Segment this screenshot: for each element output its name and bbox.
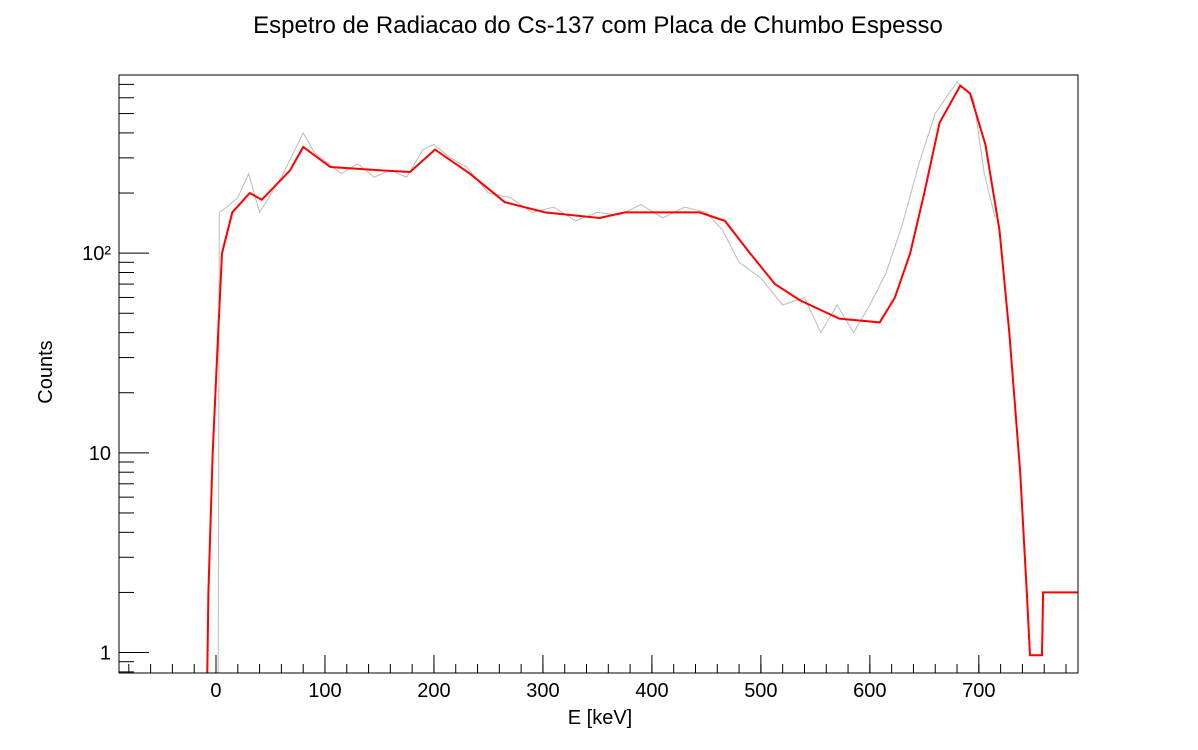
x-tick-label: 500 xyxy=(744,680,777,702)
y-tick-label: 10 xyxy=(89,443,111,465)
series-line xyxy=(206,84,1078,673)
x-tick-label: 200 xyxy=(417,680,450,702)
y-tick-label: 10² xyxy=(82,243,111,265)
y-tick-label: 1 xyxy=(100,643,111,665)
x-tick-label: 300 xyxy=(526,680,559,702)
chart-title: Espetro de Radiacao do Cs-137 com Placa … xyxy=(253,12,943,39)
x-tick-label: 0 xyxy=(210,680,221,702)
x-tick-label: 700 xyxy=(962,680,995,702)
y-axis-label: Counts xyxy=(35,340,57,403)
x-axis-label: E [keV] xyxy=(568,707,632,729)
x-tick-label: 600 xyxy=(853,680,886,702)
x-tick-label: 100 xyxy=(308,680,341,702)
series-line xyxy=(217,81,996,673)
x-tick-label: 400 xyxy=(635,680,668,702)
plot-frame xyxy=(118,74,1079,674)
